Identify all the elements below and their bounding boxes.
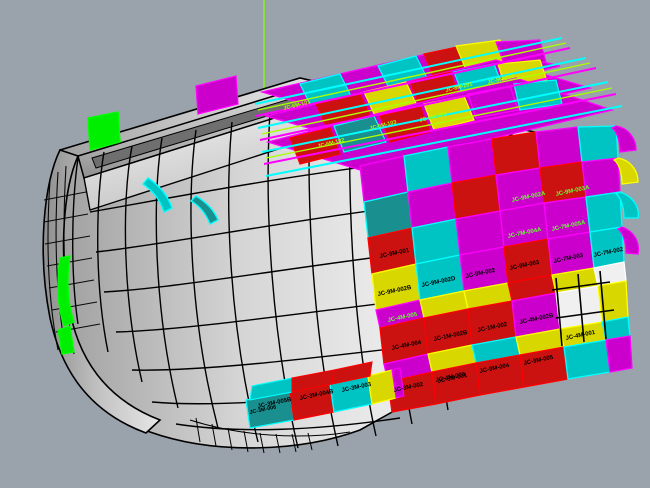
highlighted-plate-green: [57, 325, 75, 355]
highlighted-plate-green: [87, 111, 121, 151]
deck-plate-magenta: [195, 75, 239, 115]
deck-strip-bands: [254, 37, 623, 177]
highlighted-plate-cyan: [189, 195, 219, 225]
plate-label: JC-3M-006: [249, 404, 277, 415]
highlighted-plate-green: [57, 255, 75, 327]
highlighted-plate-cyan: [141, 177, 173, 213]
nested-plate-panels[interactable]: [245, 125, 640, 429]
